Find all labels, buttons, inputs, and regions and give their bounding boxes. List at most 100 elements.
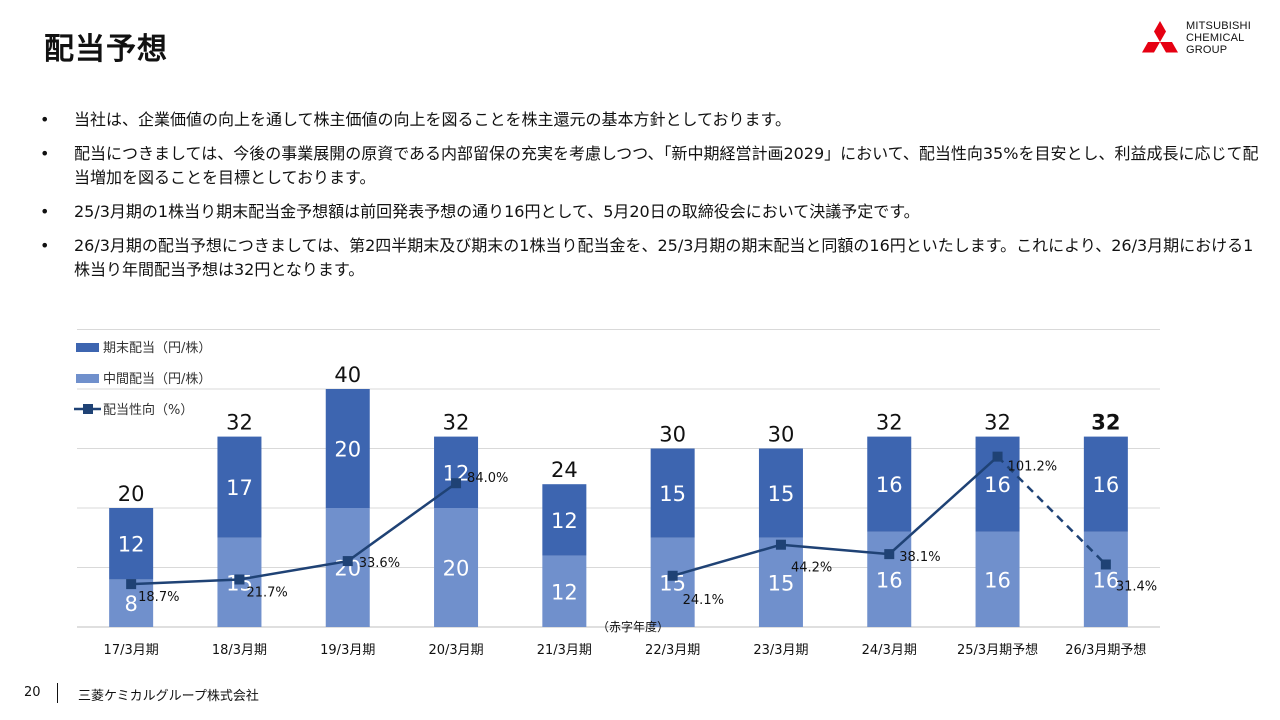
payout-label: 24.1% bbox=[683, 593, 724, 608]
payout-label: 21.7% bbox=[246, 585, 287, 600]
logo-text-line1: MITSUBISHI bbox=[1186, 20, 1251, 32]
bar-interim bbox=[325, 508, 370, 627]
bar-label-year-end: 17 bbox=[226, 476, 253, 500]
bullet-list: • 当社は、企業価値の向上を通して株主価値の向上を図ることを株主還元の基本方針とし… bbox=[40, 108, 1260, 292]
bullet-marker: • bbox=[40, 110, 50, 129]
bar-year-end bbox=[325, 389, 370, 508]
payout-marker bbox=[342, 556, 353, 567]
bar-label-interim: 12 bbox=[551, 580, 578, 604]
bar-label-year-end: 15 bbox=[768, 482, 795, 506]
bar-total-label: 32 bbox=[443, 411, 470, 435]
bar-total-label: 20 bbox=[118, 482, 145, 506]
x-tick-label: 21/3月期 bbox=[537, 643, 592, 658]
payout-label: 33.6% bbox=[359, 556, 400, 571]
bar-year-end bbox=[542, 484, 587, 556]
bar-total-label: 30 bbox=[659, 423, 686, 447]
legend-label-interim: 中間配当（円/株） bbox=[103, 372, 211, 387]
legend-swatch-year-end bbox=[76, 343, 99, 352]
bar-interim bbox=[650, 537, 695, 627]
page-title: 配当予想 bbox=[44, 32, 168, 67]
bar-total-label: 24 bbox=[551, 458, 578, 482]
legend-label-year-end: 期末配当（円/株） bbox=[103, 341, 211, 356]
bar-label-year-end: 12 bbox=[551, 509, 578, 533]
bullet-text: 26/3月期の配当予想につきましては、第2四半期末及び期末の1株当り配当金を、2… bbox=[74, 236, 1254, 279]
payout-label: 18.7% bbox=[138, 590, 179, 605]
bar-interim bbox=[867, 531, 912, 627]
bullet-item: • 配当につきましては、今後の事業展開の原資である内部留保の充実を考慮しつつ、「新… bbox=[40, 142, 1260, 190]
bar-interim bbox=[542, 555, 587, 627]
bar-label-interim: 16 bbox=[876, 568, 903, 592]
bullet-item: • 当社は、企業価値の向上を通して株主価値の向上を図ることを株主還元の基本方針とし… bbox=[40, 108, 1260, 132]
bar-label-interim: 8 bbox=[124, 592, 137, 616]
bar-interim bbox=[1083, 531, 1128, 627]
payout-marker bbox=[667, 570, 678, 581]
bar-total-label: 32 bbox=[226, 411, 253, 435]
payout-line-segment bbox=[131, 578, 240, 586]
bar-year-end bbox=[434, 436, 479, 508]
payout-line-forecast-segment bbox=[996, 455, 1107, 566]
bar-label-year-end: 12 bbox=[118, 533, 145, 557]
bar-label-year-end: 16 bbox=[984, 473, 1011, 497]
payout-line-segment bbox=[239, 559, 348, 581]
bar-year-end bbox=[758, 448, 803, 538]
legend-swatch-payout-marker bbox=[83, 404, 93, 414]
payout-marker bbox=[775, 539, 786, 550]
bar-total-label: 30 bbox=[768, 423, 795, 447]
bar-total-label: 32 bbox=[1091, 411, 1120, 435]
bar-year-end bbox=[867, 436, 912, 532]
footer-company-name: 三菱ケミカルグループ株式会社 bbox=[78, 689, 259, 704]
payout-marker bbox=[992, 451, 1003, 462]
x-tick-label: 26/3月期予想 bbox=[1065, 642, 1146, 658]
payout-line-segment bbox=[780, 543, 890, 556]
logo-text-line2: CHEMICAL bbox=[1186, 32, 1245, 44]
payout-label: 31.4% bbox=[1116, 579, 1157, 594]
x-tick-label: 18/3月期 bbox=[212, 643, 267, 658]
x-tick-label: 20/3月期 bbox=[428, 643, 483, 658]
x-tick-label: 17/3月期 bbox=[104, 643, 159, 658]
bullet-item: • 25/3月期の1株当り期末配当金予想額は前回発表予想の通り16円として、5月2… bbox=[40, 200, 1260, 224]
bar-year-end bbox=[217, 436, 262, 538]
x-tick-label: 22/3月期 bbox=[645, 643, 700, 658]
bar-label-interim: 16 bbox=[1092, 568, 1119, 592]
payout-label: 44.2% bbox=[791, 561, 832, 576]
bullet-text: 当社は、企業価値の向上を通して株主価値の向上を図ることを株主還元の基本方針として… bbox=[74, 110, 791, 129]
legend-label-payout: 配当性向（%） bbox=[103, 402, 193, 418]
payout-marker bbox=[1100, 559, 1111, 570]
bar-year-end bbox=[1083, 436, 1128, 532]
bullet-marker: • bbox=[40, 144, 50, 163]
payout-marker bbox=[451, 478, 462, 489]
dividend-chart: 8122017/3月期15173218/3月期20204019/3月期20123… bbox=[74, 329, 1160, 658]
payout-line-segment bbox=[672, 543, 782, 577]
payout-marker bbox=[126, 579, 137, 590]
x-tick-label: 25/3月期予想 bbox=[957, 642, 1038, 658]
bar-label-year-end: 15 bbox=[659, 482, 686, 506]
bar-label-interim: 20 bbox=[443, 557, 470, 581]
bar-label-interim: 15 bbox=[768, 571, 795, 595]
bullet-text: 25/3月期の1株当り期末配当金予想額は前回発表予想の通り16円として、5月20… bbox=[74, 202, 920, 221]
bar-total-label: 32 bbox=[984, 411, 1011, 435]
bar-total-label: 32 bbox=[876, 411, 903, 435]
bar-label-year-end: 16 bbox=[1092, 473, 1119, 497]
bar-interim bbox=[434, 508, 479, 627]
x-tick-label: 23/3月期 bbox=[753, 643, 808, 658]
payout-label: 38.1% bbox=[899, 550, 940, 565]
bullet-text: 配当につきましては、今後の事業展開の原資である内部留保の充実を考慮しつつ、「新中… bbox=[74, 144, 1259, 187]
footer-divider bbox=[57, 683, 58, 703]
bar-interim bbox=[975, 531, 1020, 627]
payout-line-segment bbox=[888, 455, 999, 556]
payout-marker bbox=[884, 549, 895, 560]
bar-label-year-end: 16 bbox=[876, 473, 903, 497]
bar-interim bbox=[758, 537, 803, 627]
page-number: 20 bbox=[24, 685, 41, 700]
bar-year-end bbox=[109, 508, 154, 580]
deficit-year-annotation: （赤字年度） bbox=[597, 619, 669, 634]
company-logo: MITSUBISHI CHEMICAL GROUP bbox=[1138, 20, 1251, 64]
bullet-item: • 26/3月期の配当予想につきましては、第2四半期末及び期末の1株当り配当金を、… bbox=[40, 234, 1260, 282]
x-tick-label: 24/3月期 bbox=[862, 643, 917, 658]
x-tick-label: 19/3月期 bbox=[320, 643, 375, 658]
payout-line-segment bbox=[347, 482, 457, 563]
bar-label-interim: 16 bbox=[984, 568, 1011, 592]
payout-label: 84.0% bbox=[467, 471, 508, 486]
three-diamonds-logo-icon bbox=[1142, 21, 1178, 53]
legend-swatch-interim bbox=[76, 374, 99, 383]
